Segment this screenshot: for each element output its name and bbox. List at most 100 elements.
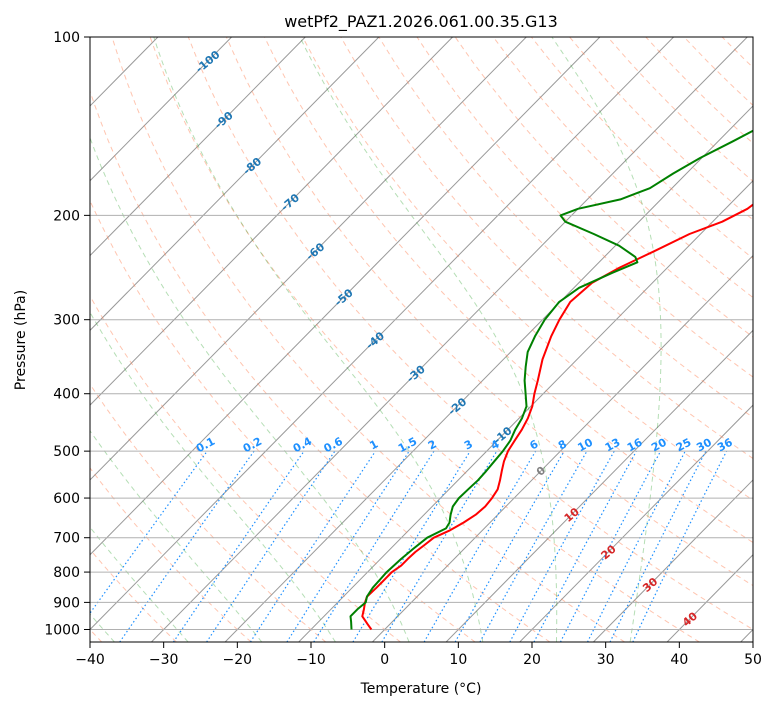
dry-adiabat-line bbox=[454, 37, 753, 338]
dry-adiabat-line bbox=[225, 37, 753, 587]
isotherm-line bbox=[740, 628, 753, 642]
mixing-ratio-line bbox=[286, 450, 410, 642]
x-axis: −40 −30 −20 −10 0 10 20 30 40 50 bbox=[75, 642, 762, 668]
dry-adiabat-line bbox=[760, 37, 775, 642]
mixing-ratio-line bbox=[172, 450, 305, 642]
y-tick-label: 500 bbox=[53, 444, 80, 460]
mixing-ratio-line bbox=[533, 450, 637, 642]
mixing-ratio-line bbox=[352, 450, 471, 642]
dewpoint-profile bbox=[349, 129, 753, 630]
chart-title: wetPf2_PAZ1.2026.061.00.35.G13 bbox=[284, 12, 558, 32]
isotherm-line bbox=[90, 37, 601, 556]
isotherm-line bbox=[224, 105, 753, 642]
dry-adiabat-line bbox=[90, 383, 327, 642]
dry-adiabat-line bbox=[111, 37, 625, 642]
moist-adiabat-line bbox=[90, 429, 263, 642]
mixing-ratio-label: 25 bbox=[674, 436, 694, 455]
isotherm-line bbox=[90, 37, 380, 332]
y-tick-label: 1000 bbox=[44, 623, 80, 639]
dry-adiabat-line bbox=[264, 37, 753, 544]
mixing-ratio-line bbox=[249, 450, 376, 642]
dry-adiabat-line bbox=[302, 37, 753, 501]
profile-lines bbox=[349, 129, 753, 631]
isotherm-line bbox=[592, 479, 753, 642]
moist-adiabat-line bbox=[90, 136, 410, 642]
x-tick-label: 40 bbox=[670, 652, 688, 668]
mixing-ratio-line bbox=[609, 450, 707, 642]
y-tick-label: 900 bbox=[53, 595, 80, 611]
mixing-ratio-label: 0.1 bbox=[194, 435, 217, 456]
dry-adiabat-line bbox=[531, 37, 753, 260]
mixing-ratio-label: 20 bbox=[649, 436, 669, 455]
isotherm-line bbox=[90, 37, 232, 182]
x-axis-label: Temperature (°C) bbox=[360, 681, 482, 697]
mixing-ratio-label: 30 bbox=[694, 436, 714, 455]
y-axis: 1000 900 800 700 600 500 400 300 200 100 bbox=[44, 30, 90, 639]
y-tick-label: 400 bbox=[53, 387, 80, 403]
x-tick-label: 50 bbox=[744, 652, 762, 668]
mixing-ratio-line bbox=[479, 450, 588, 642]
background-lines bbox=[0, 37, 775, 642]
x-tick-label: −30 bbox=[149, 652, 179, 668]
mixing-ratio-line bbox=[313, 450, 435, 642]
mixing-ratio-label: 2 bbox=[426, 437, 439, 452]
moist-adiabat-line bbox=[90, 526, 189, 642]
mixing-ratio-label: 0.2 bbox=[241, 435, 264, 456]
mixing-ratio-line bbox=[119, 450, 255, 642]
x-tick-label: 10 bbox=[449, 652, 467, 668]
isotherm-line bbox=[150, 37, 748, 642]
x-tick-label: 30 bbox=[597, 652, 615, 668]
mixing-ratio-line bbox=[632, 450, 728, 642]
moist-adiabat-line bbox=[153, 37, 484, 642]
y-tick-label: 700 bbox=[53, 531, 80, 547]
mixing-ratio-label: 6 bbox=[528, 437, 541, 452]
mixing-ratio-label: 10 bbox=[575, 436, 595, 455]
moist-adiabat-line bbox=[299, 37, 558, 642]
x-tick-label: −20 bbox=[223, 652, 253, 668]
mixing-ratio-label: 0.4 bbox=[291, 435, 315, 456]
mixing-ratio-label: 36 bbox=[715, 436, 735, 455]
mixing-ratio-line bbox=[509, 450, 615, 642]
y-tick-label: 800 bbox=[53, 565, 80, 581]
dry-adiabat-line bbox=[90, 467, 252, 642]
isotherm-line bbox=[90, 37, 527, 481]
moist-adiabat-line bbox=[90, 311, 336, 642]
mixing-ratio-label: 13 bbox=[603, 436, 623, 455]
temperature-profile bbox=[361, 203, 753, 631]
isotherm-line bbox=[90, 37, 453, 406]
mixing-ratio-line bbox=[90, 450, 208, 615]
isotherm-line bbox=[0, 37, 11, 642]
isotherm-line bbox=[371, 254, 753, 642]
x-tick-label: 20 bbox=[523, 652, 541, 668]
dry-adiabat-line bbox=[683, 37, 753, 106]
mixing-ratio-line bbox=[423, 450, 537, 642]
dry-adiabat-line bbox=[721, 37, 753, 69]
isotherm-line bbox=[90, 37, 674, 631]
dry-adiabat-line bbox=[340, 37, 753, 460]
isotherm-line bbox=[445, 329, 753, 642]
mixing-ratio-line bbox=[586, 450, 686, 642]
mixing-ratio-label: 0.6 bbox=[322, 435, 346, 456]
dry-adiabat-line bbox=[378, 37, 753, 418]
mixing-ratio-line bbox=[206, 450, 336, 642]
plot-frame bbox=[89, 36, 754, 643]
y-tick-label: 300 bbox=[53, 313, 80, 329]
mixing-ratio-label: 1.5 bbox=[396, 435, 419, 456]
dry-adiabat-line bbox=[90, 295, 401, 642]
isotherm-line bbox=[90, 37, 306, 257]
x-tick-label: 0 bbox=[380, 652, 389, 668]
moist-adiabat-line bbox=[551, 37, 662, 642]
y-tick-label: 600 bbox=[53, 491, 80, 507]
isotherm-label: -100 bbox=[193, 48, 223, 76]
mixing-ratio-label: 3 bbox=[462, 437, 475, 452]
dry-adiabat-line bbox=[90, 89, 551, 642]
x-tick-label: −40 bbox=[75, 652, 105, 668]
mixing-ratio-line bbox=[381, 450, 498, 642]
isotherm-line bbox=[519, 404, 753, 642]
mixing-ratio-label: 1 bbox=[367, 437, 380, 452]
isotherm-line bbox=[298, 180, 753, 642]
y-tick-label: 100 bbox=[53, 30, 80, 46]
pressure-grid bbox=[90, 37, 753, 630]
